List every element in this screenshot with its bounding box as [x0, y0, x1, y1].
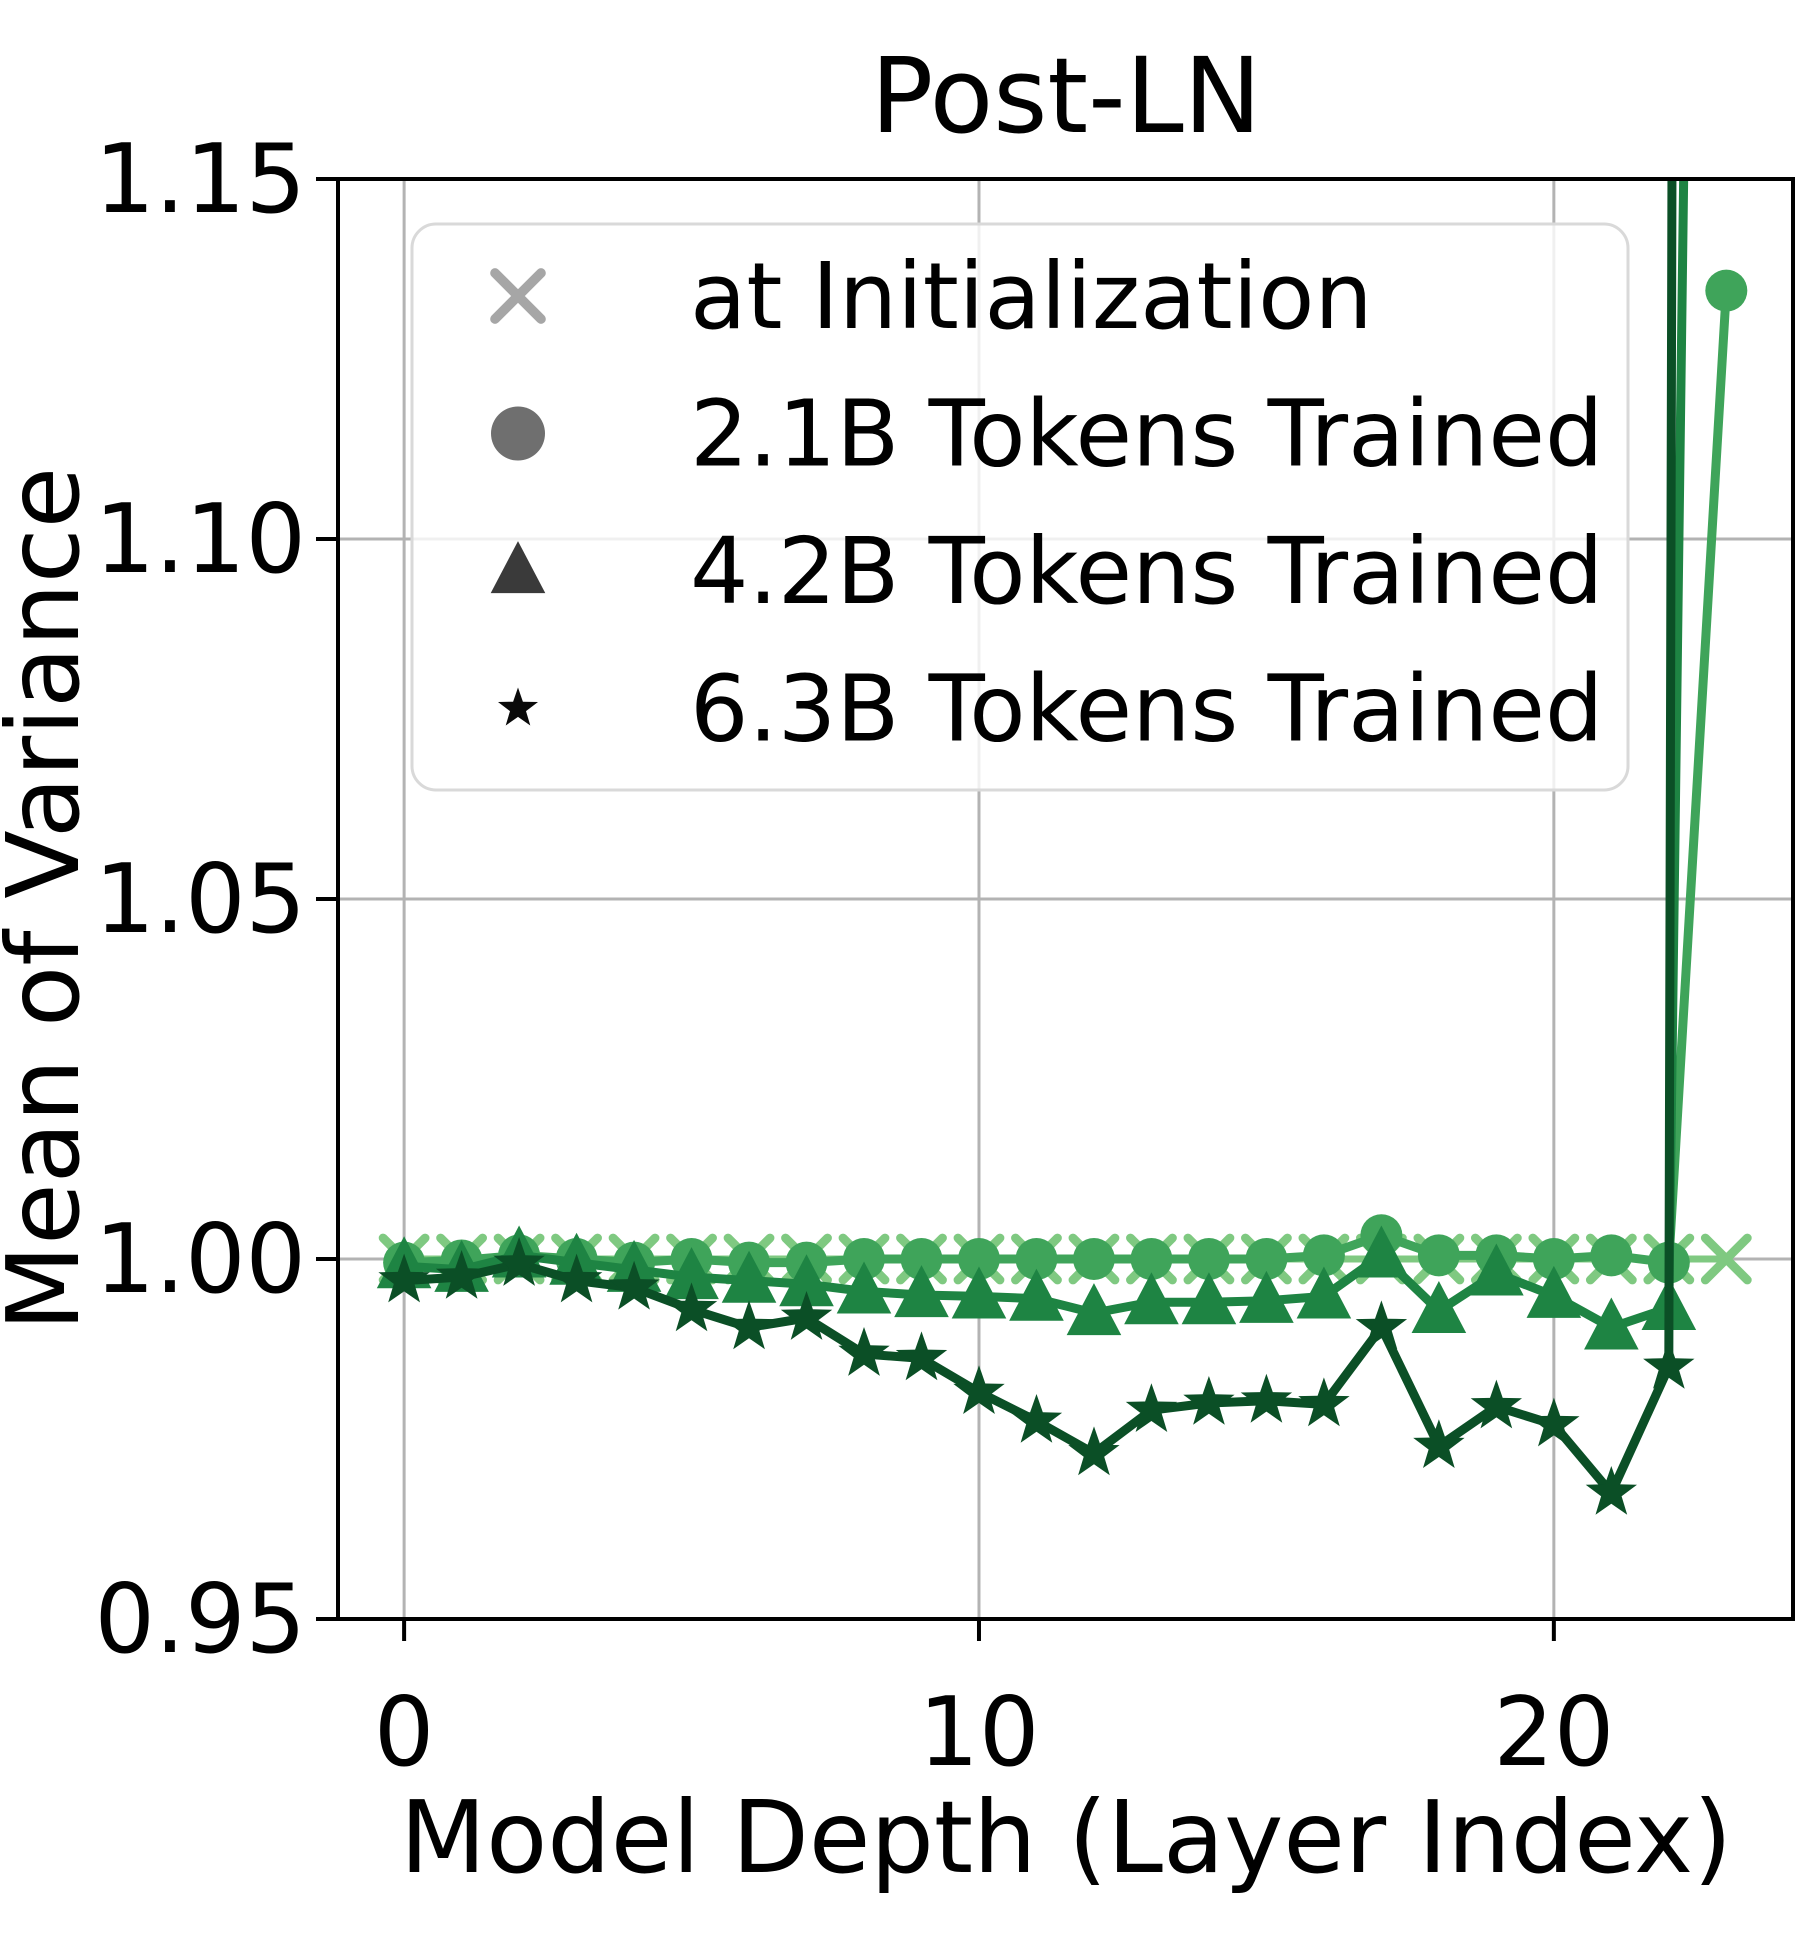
data-point-4-2b-tokens-trained	[1066, 1283, 1122, 1336]
data-point-6-3b-tokens-trained	[550, 1253, 603, 1303]
data-point-4-2b-tokens-trained	[1181, 1272, 1237, 1325]
data-point-6-3b-tokens-trained	[1068, 1426, 1120, 1476]
legend: at Initialization 2.1B Tokens Trained 4.2B…	[410, 222, 1630, 792]
data-point-4-2b-tokens-trained	[951, 1266, 1007, 1319]
data-point-2-1b-tokens-trained	[1245, 1238, 1288, 1280]
data-point-4-2b-tokens-trained	[1411, 1280, 1467, 1333]
x-tick-label: 10	[919, 1678, 1040, 1788]
data-point-6-3b-tokens-trained	[1470, 1379, 1522, 1429]
data-point-4-2b-tokens-trained	[1526, 1265, 1582, 1318]
data-point-2-1b-tokens-trained	[1532, 1238, 1575, 1280]
data-point-4-2b-tokens-trained	[1584, 1297, 1639, 1350]
data-point-2-1b-tokens-trained	[900, 1238, 943, 1280]
legend-item-2-1b-tokens-trained: 2.1B Tokens Trained	[491, 381, 1603, 488]
legend-marker-x-icon	[490, 268, 546, 324]
data-point-4-2b-tokens-trained	[1296, 1266, 1352, 1319]
y-tick-label: 0.95	[94, 1565, 306, 1675]
axis-ticks: 0 10 20 0.95 1.00 1.05 1.10 1.15	[94, 125, 1614, 1788]
data-point-4-2b-tokens-trained	[721, 1250, 777, 1303]
data-point-2-1b-tokens-trained	[1302, 1234, 1345, 1277]
legend-item-4-2b-tokens-trained: 4.2B Tokens Trained	[490, 518, 1603, 625]
y-axis-label: Mean of Variance	[0, 467, 102, 1331]
data-point-6-3b-tokens-trained	[895, 1331, 948, 1381]
y-tick-label: 1.15	[94, 125, 306, 235]
data-point-2-1b-tokens-trained	[1590, 1234, 1633, 1277]
data-point-6-3b-tokens-trained	[780, 1291, 833, 1340]
data-point-4-2b-tokens-trained	[1469, 1243, 1524, 1296]
legend-label-4-2b-tokens-trained: 4.2B Tokens Trained	[690, 518, 1603, 625]
data-point-6-3b-tokens-trained	[608, 1260, 660, 1310]
data-point-2-1b-tokens-trained	[1072, 1238, 1115, 1280]
data-point-6-3b-tokens-trained	[1355, 1300, 1408, 1350]
data-point-6-3b-tokens-trained	[1183, 1376, 1235, 1425]
legend-marker-star-icon	[498, 687, 538, 726]
legend-item-6-3b-tokens-trained: 6.3B Tokens Trained	[498, 656, 1603, 763]
data-point-6-3b-tokens-trained	[1240, 1373, 1293, 1423]
plot-area	[376, 179, 1752, 1515]
data-point-at-initialization	[1700, 1233, 1752, 1285]
data-point-6-3b-tokens-trained	[378, 1253, 430, 1303]
data-point-2-1b-tokens-trained	[1015, 1238, 1058, 1280]
data-point-4-2b-tokens-trained	[1124, 1272, 1179, 1325]
data-point-4-2b-tokens-trained	[1009, 1268, 1064, 1321]
legend-label-6-3b-tokens-trained: 6.3B Tokens Trained	[690, 656, 1603, 763]
data-point-2-1b-tokens-trained	[843, 1238, 886, 1280]
legend-marker-circle-icon	[491, 406, 545, 461]
y-tick-label: 1.05	[94, 845, 306, 955]
data-point-4-2b-tokens-trained	[779, 1254, 834, 1307]
data-point-6-3b-tokens-trained	[723, 1300, 775, 1350]
data-point-6-3b-tokens-trained	[1413, 1419, 1465, 1468]
data-point-4-2b-tokens-trained	[836, 1261, 892, 1314]
data-point-2-1b-tokens-trained	[1130, 1238, 1173, 1280]
data-point-6-3b-tokens-trained	[1643, 1340, 1695, 1389]
x-tick-label: 20	[1493, 1678, 1614, 1788]
data-point-6-3b-tokens-trained	[1010, 1394, 1063, 1443]
data-point-2-1b-tokens-trained	[1417, 1234, 1460, 1277]
data-point-6-3b-tokens-trained	[1585, 1466, 1637, 1515]
data-point-4-2b-tokens-trained	[1354, 1225, 1409, 1278]
data-point-4-2b-tokens-trained	[664, 1247, 719, 1300]
legend-marker-triangle-icon	[490, 541, 546, 594]
data-point-4-2b-tokens-trained	[894, 1265, 949, 1318]
data-point-6-3b-tokens-trained	[435, 1250, 488, 1299]
legend-box	[410, 222, 1630, 792]
data-point-2-1b-tokens-trained	[1705, 269, 1748, 312]
legend-label-at-initialization: at Initialization	[690, 243, 1373, 350]
data-point-6-3b-tokens-trained	[953, 1365, 1005, 1414]
data-point-6-3b-tokens-trained	[665, 1282, 718, 1332]
data-point-4-2b-tokens-trained	[1239, 1270, 1294, 1323]
data-point-6-3b-tokens-trained	[1528, 1397, 1580, 1447]
series-6-3b-tokens-trained	[378, 179, 1695, 1515]
x-tick-label: 0	[374, 1678, 434, 1788]
y-tick-label: 1.10	[94, 485, 306, 595]
chart-title: Post-LN	[871, 35, 1262, 157]
data-point-6-3b-tokens-trained	[493, 1237, 545, 1286]
data-point-2-1b-tokens-trained	[957, 1238, 1000, 1280]
x-axis-label: Model Depth (Layer Index)	[400, 1779, 1732, 1896]
y-tick-label: 1.00	[94, 1205, 306, 1315]
legend-item-at-initialization: at Initialization	[490, 243, 1373, 350]
data-point-6-3b-tokens-trained	[838, 1327, 890, 1376]
data-point-6-3b-tokens-trained	[1298, 1377, 1350, 1427]
legend-label-2-1b-tokens-trained: 2.1B Tokens Trained	[690, 381, 1603, 488]
data-point-6-3b-tokens-trained	[1125, 1383, 1178, 1432]
data-point-2-1b-tokens-trained	[1187, 1238, 1230, 1280]
